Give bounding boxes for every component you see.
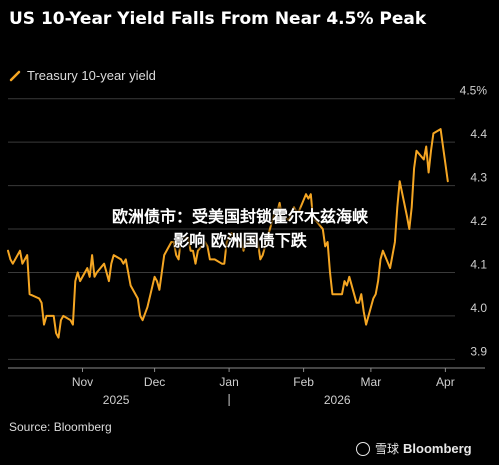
- overlay-headline-line1: 欧洲债市：受美国封锁霍尔木兹海峡: [111, 207, 368, 226]
- legend-label: Treasury 10-year yield: [27, 67, 156, 83]
- x-tick-label: Apr: [436, 375, 455, 389]
- y-tick-label: 4.5%: [460, 84, 488, 98]
- y-tick-label: 4.2: [470, 214, 487, 228]
- year-label: 2026: [324, 393, 351, 407]
- y-tick-label: 4.1: [470, 257, 487, 271]
- watermark-logo: Bloomberg: [403, 441, 472, 456]
- legend-line-icon: [9, 69, 21, 82]
- watermark: 雪球 Bloomberg: [356, 440, 472, 457]
- x-tick-label: Feb: [293, 375, 314, 389]
- x-tick-label: Nov: [72, 375, 93, 389]
- x-tick-label: Jan: [219, 375, 238, 389]
- y-tick-label: 3.9: [470, 344, 487, 358]
- snowball-logo-icon: [356, 441, 370, 456]
- chart-title: US 10-Year Yield Falls From Near 4.5% Pe…: [9, 9, 427, 29]
- x-tick-label: Dec: [144, 375, 165, 389]
- overlay-headline: 欧洲债市：受美国封锁霍尔木兹海峡 影响 欧洲国债下跌: [40, 205, 440, 253]
- source-note: Source: Bloomberg: [9, 420, 112, 434]
- year-label: 2025: [103, 393, 130, 407]
- x-tick-label: Mar: [361, 375, 382, 389]
- y-tick-label: 4.0: [470, 301, 487, 315]
- y-tick-label: 4.3: [470, 171, 487, 185]
- overlay-headline-line2: 影响 欧洲国债下跌: [173, 231, 307, 250]
- watermark-site: 雪球: [375, 442, 400, 456]
- series-line-treasury-10y: [7, 128, 449, 339]
- chart-legend: Treasury 10-year yield: [9, 66, 156, 84]
- y-tick-label: 4.4: [470, 127, 487, 141]
